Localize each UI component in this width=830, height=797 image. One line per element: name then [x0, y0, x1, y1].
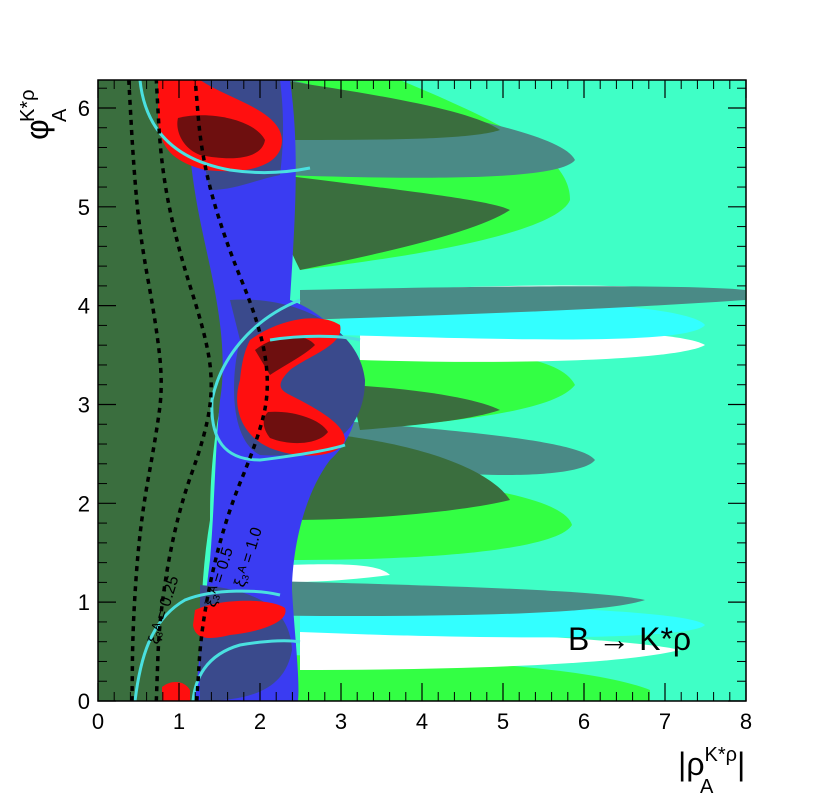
dashed-curve-0 [127, 80, 163, 701]
x-tick-label-0: 0 [92, 709, 104, 734]
x-tick-label-6: 6 [578, 709, 590, 734]
y-axis-title-sup: K*ρ [17, 90, 39, 123]
x-tick-label-8: 8 [740, 709, 752, 734]
cyan-contour-line [133, 589, 281, 701]
y-axis-title: φ K*ρ A [17, 90, 71, 141]
y-tick-label-1: 1 [78, 590, 90, 615]
region-teal-grey-finger [300, 286, 745, 320]
x-tick-label-1: 1 [173, 709, 185, 734]
dashed-curves [127, 80, 270, 701]
x-axis-title: |ρK*ρ| [678, 744, 745, 782]
y-axis: 0 1 2 3 4 5 6 [78, 87, 746, 714]
region-teal-grey-finger [230, 580, 645, 617]
x-axis-title-main: |ρ [678, 746, 705, 782]
x-tick-label-2: 2 [254, 709, 266, 734]
region-red [162, 681, 190, 701]
y-axis-title-main: φ [19, 119, 55, 140]
x-tick-label-3: 3 [335, 709, 347, 734]
region-white [290, 564, 390, 582]
region-maroon [263, 411, 328, 444]
x-tick-label-4: 4 [416, 709, 428, 734]
dashed-curve-1 [154, 80, 213, 701]
plot-area [98, 80, 746, 701]
region-dark-green [350, 385, 500, 430]
x-axis-title-sup: K*ρ [705, 744, 738, 766]
process-annotation: B → K*ρ [568, 621, 691, 657]
x-axis-title-end: | [737, 746, 745, 782]
x-axis-title-sub: A [700, 776, 714, 797]
cyan-contour-line [138, 80, 311, 175]
region-white [300, 630, 680, 670]
x-tick-label-7: 7 [659, 709, 671, 734]
cyan-contour-line [210, 298, 346, 462]
y-tick-label-5: 5 [78, 195, 90, 220]
cyan-contour-line [191, 639, 301, 701]
y-tick-label-3: 3 [78, 392, 90, 417]
x-tick-label-5: 5 [497, 709, 509, 734]
region-dark-green [280, 80, 500, 140]
region-dark-green [276, 175, 510, 270]
region-red [193, 600, 286, 638]
y-tick-label-6: 6 [78, 96, 90, 121]
y-tick-label-2: 2 [78, 491, 90, 516]
region-maroon [255, 336, 315, 375]
cyan-contour-line [269, 334, 361, 342]
y-tick-label-4: 4 [78, 294, 90, 319]
x-axis: 0 1 2 3 4 5 6 7 8 [92, 80, 752, 734]
dashed-curve-2 [193, 80, 270, 701]
y-tick-label-0: 0 [78, 689, 90, 714]
y-axis-title-sub: A [49, 108, 71, 122]
